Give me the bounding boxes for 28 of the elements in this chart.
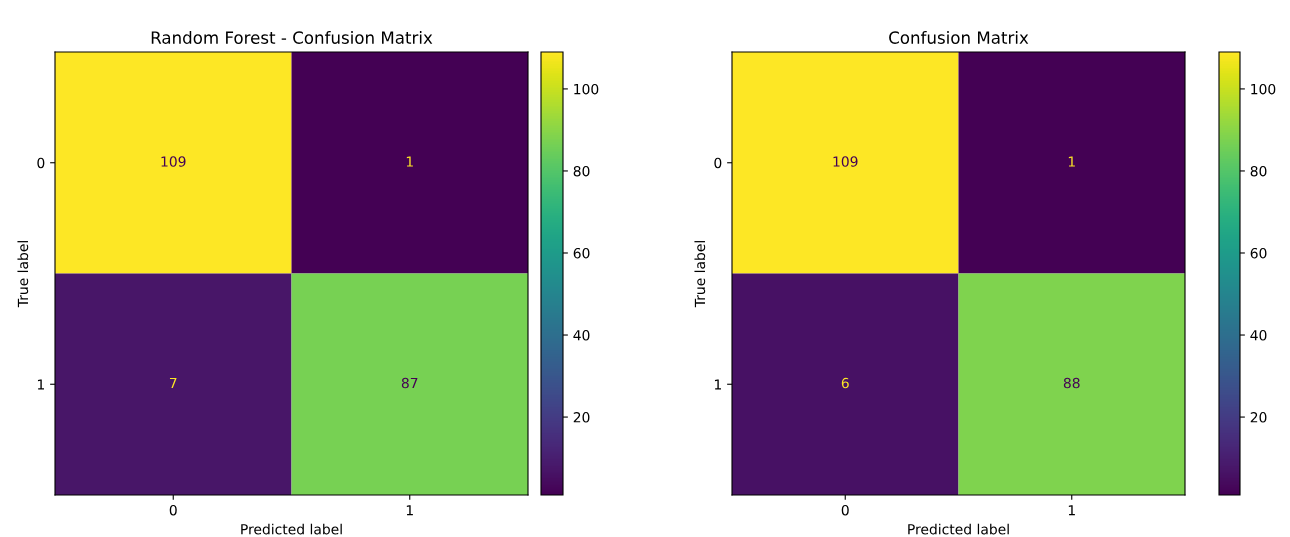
color-bar-label: 100	[1251, 83, 1276, 95]
data-label: 109	[161, 156, 186, 167]
data-label: 1	[406, 156, 413, 167]
color-bar-label: 100	[574, 83, 599, 95]
x-axis-title: Predicted label	[241, 523, 342, 535]
color-bar-label: 20	[573, 412, 590, 423]
color-bar-label: 40	[573, 330, 590, 341]
data-label: 87	[401, 377, 418, 389]
x-tick-label: 0	[841, 504, 849, 516]
x-tick-label: 1	[406, 505, 413, 516]
chart-title: Random Forest - Confusion Matrix	[151, 31, 433, 44]
x-tick-label: 1	[1068, 505, 1075, 516]
color-bar-label: 80	[573, 165, 590, 177]
color-bar-label: 60	[573, 247, 590, 259]
data-label: 109	[833, 156, 858, 167]
y-axis-title: True label	[694, 241, 706, 308]
color-bar-label: 80	[1250, 165, 1267, 177]
data-label: 88	[1063, 377, 1080, 389]
color-bar-label: 60	[1250, 247, 1267, 259]
color-bar-label: 20	[1250, 412, 1267, 423]
y-axis-title: True label	[17, 241, 29, 308]
data-label: 6	[841, 377, 849, 389]
x-tick-label: 0	[169, 504, 177, 516]
data-label: 1	[1068, 156, 1075, 167]
chart-title: Confusion Matrix	[889, 31, 1029, 44]
x-axis-title: Predicted label	[908, 523, 1009, 535]
data-label: 7	[169, 377, 177, 389]
color-bar-label: 40	[1250, 330, 1267, 341]
